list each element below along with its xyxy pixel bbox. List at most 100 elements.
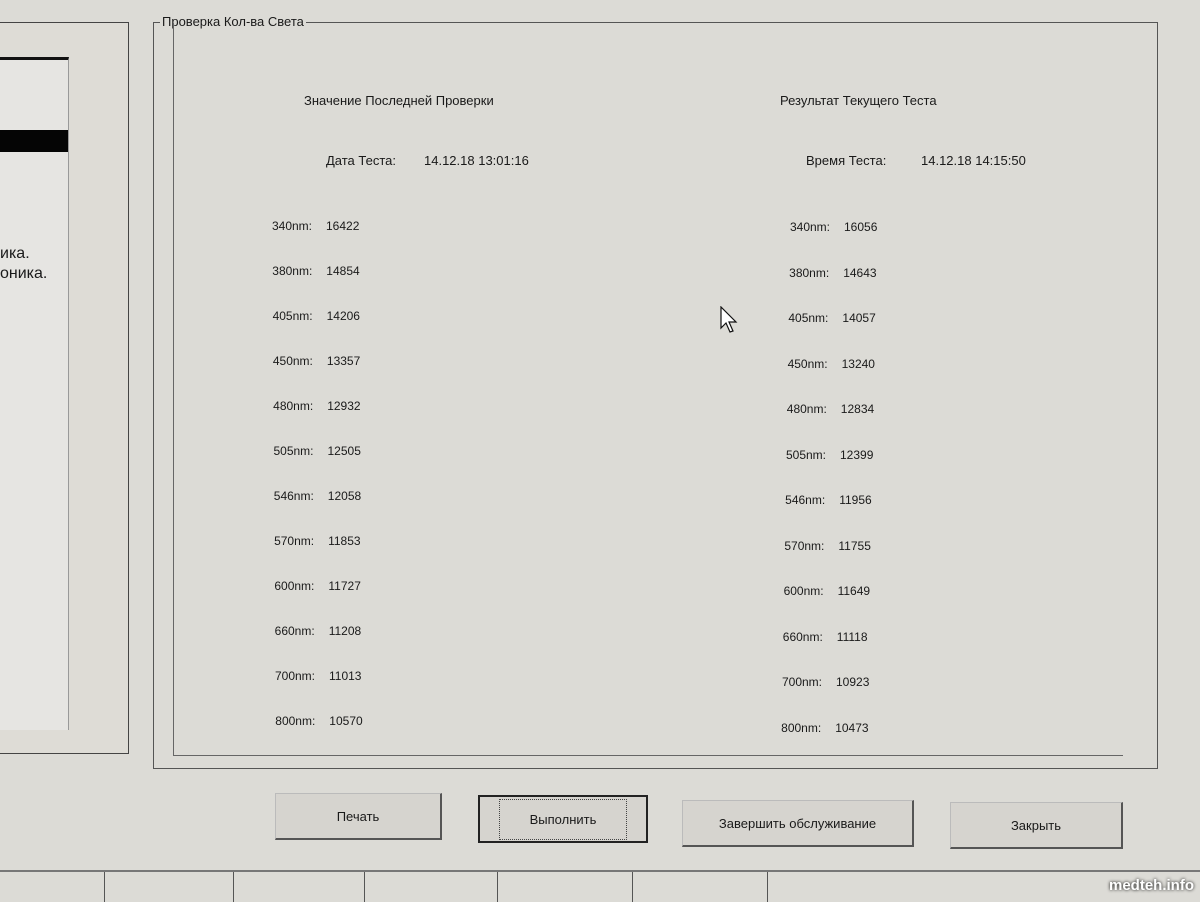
bottom-tab[interactable] bbox=[365, 872, 498, 902]
wavelength-label: 480nm: bbox=[786, 402, 827, 416]
intensity-value: 12399 bbox=[840, 447, 874, 462]
wavelength-row: 380nm: 14854 bbox=[250, 264, 359, 278]
wavelength-row: 660nm: 11118 bbox=[761, 630, 868, 644]
intensity-value: 12834 bbox=[840, 402, 875, 416]
mouse-cursor-icon bbox=[720, 306, 738, 333]
test-time-label: Время Теста: bbox=[806, 153, 887, 168]
run-button-label: Выполнить bbox=[498, 798, 628, 840]
intensity-value: 14057 bbox=[842, 311, 876, 325]
wavelength-row: 570nm: 11755 bbox=[762, 538, 871, 553]
wavelength-label: 480nm: bbox=[273, 399, 314, 413]
selected-list-item[interactable] bbox=[0, 130, 68, 152]
bottom-tab[interactable] bbox=[633, 872, 768, 902]
last-check-heading: Значение Последней Проверки bbox=[304, 93, 494, 108]
wavelength-label: 380nm: bbox=[789, 265, 830, 280]
wavelength-row: 450nm: 13357 bbox=[251, 354, 360, 368]
group-inner-frame bbox=[173, 23, 1123, 756]
wavelength-label: 450nm: bbox=[787, 356, 828, 371]
wavelength-row: 405nm: 14206 bbox=[251, 309, 360, 323]
intensity-value: 14643 bbox=[843, 265, 877, 280]
bottom-tab-bar bbox=[0, 870, 1200, 902]
intensity-value: 13240 bbox=[841, 356, 875, 371]
close-button-label: Закрыть bbox=[1010, 817, 1062, 833]
intensity-value: 16056 bbox=[844, 220, 878, 234]
intensity-value: 13357 bbox=[326, 354, 361, 368]
light-check-group: Проверка Кол-ва Света bbox=[153, 14, 1158, 769]
left-text-line: ика. bbox=[0, 245, 30, 262]
wavelength-label: 700nm: bbox=[274, 669, 315, 683]
wavelength-label: 570nm: bbox=[784, 538, 825, 553]
wavelength-label: 340nm: bbox=[789, 220, 830, 234]
wavelength-label: 546nm: bbox=[273, 489, 314, 503]
intensity-value: 11727 bbox=[328, 579, 361, 593]
finish-service-button[interactable]: Завершить обслуживание bbox=[682, 800, 914, 847]
wavelength-label: 380nm: bbox=[272, 264, 313, 278]
wavelength-row: 450nm: 13240 bbox=[766, 357, 875, 371]
wavelength-row: 505nm: 12505 bbox=[252, 444, 361, 458]
wavelength-label: 450nm: bbox=[272, 354, 313, 368]
bottom-tab[interactable] bbox=[105, 872, 234, 902]
wavelength-row: 700nm: 11013 bbox=[253, 669, 362, 683]
wavelength-label: 660nm: bbox=[274, 624, 315, 638]
intensity-value: 14854 bbox=[326, 264, 360, 278]
wavelength-label: 505nm: bbox=[273, 444, 314, 458]
left-list[interactable] bbox=[0, 57, 69, 730]
finish-service-button-label: Завершить обслуживание bbox=[718, 815, 877, 831]
wavelength-row: 800nm: 10473 bbox=[759, 721, 868, 735]
test-date-label: Дата Теста: bbox=[326, 153, 396, 168]
watermark: medteh.info bbox=[1109, 877, 1194, 894]
wavelength-row: 405nm: 14057 bbox=[766, 311, 875, 325]
bottom-tab[interactable] bbox=[0, 872, 105, 902]
wavelength-label: 660nm: bbox=[782, 629, 823, 644]
intensity-value: 11208 bbox=[328, 624, 362, 638]
left-text-line: оника. bbox=[0, 265, 48, 282]
intensity-value: 12505 bbox=[327, 444, 361, 458]
wavelength-row: 546nm: 11956 bbox=[763, 493, 872, 507]
wavelength-label: 570nm: bbox=[274, 534, 315, 548]
left-panel: ика. оника. bbox=[0, 22, 129, 754]
wavelength-row: 480nm: 12932 bbox=[251, 399, 360, 413]
wavelength-row: 480nm: 12834 bbox=[765, 402, 874, 416]
intensity-value: 11649 bbox=[837, 584, 871, 598]
intensity-value: 14206 bbox=[326, 309, 360, 323]
test-date-value: 14.12.18 13:01:16 bbox=[424, 153, 529, 168]
wavelength-label: 405nm: bbox=[788, 311, 829, 325]
current-test-heading: Результат Текущего Теста bbox=[780, 93, 937, 108]
wavelength-label: 505nm: bbox=[785, 447, 826, 462]
wavelength-label: 600nm: bbox=[274, 579, 315, 593]
intensity-value: 12058 bbox=[327, 489, 362, 503]
wavelength-row: 700nm: 10923 bbox=[760, 675, 869, 689]
wavelength-row: 800nm: 10570 bbox=[253, 714, 362, 728]
bottom-tab[interactable] bbox=[498, 872, 633, 902]
wavelength-row: 546nm: 12058 bbox=[252, 489, 361, 503]
intensity-value: 11956 bbox=[839, 493, 872, 507]
print-button[interactable]: Печать bbox=[275, 793, 442, 840]
intensity-value: 10570 bbox=[329, 714, 363, 728]
intensity-value: 12932 bbox=[327, 399, 361, 413]
intensity-value: 11013 bbox=[329, 669, 362, 683]
wavelength-row: 570nm: 11853 bbox=[252, 534, 361, 548]
wavelength-label: 405nm: bbox=[272, 309, 313, 323]
wavelength-row: 340nm: 16056 bbox=[768, 220, 877, 234]
run-button[interactable]: Выполнить bbox=[478, 795, 648, 843]
wavelength-label: 546nm: bbox=[785, 493, 826, 507]
wavelength-row: 600nm: 11649 bbox=[762, 584, 871, 598]
print-button-label: Печать bbox=[336, 808, 380, 824]
intensity-value: 11755 bbox=[838, 538, 871, 553]
intensity-value: 10473 bbox=[835, 720, 869, 735]
wavelength-row: 600nm: 11727 bbox=[252, 579, 361, 593]
intensity-value: 16422 bbox=[326, 219, 360, 233]
wavelength-label: 700nm: bbox=[781, 675, 822, 689]
intensity-value: 11853 bbox=[328, 534, 361, 548]
wavelength-row: 660nm: 11208 bbox=[253, 624, 362, 638]
bottom-tab[interactable] bbox=[234, 872, 365, 902]
group-title: Проверка Кол-ва Света bbox=[160, 14, 306, 29]
wavelength-row: 340nm: 16422 bbox=[250, 219, 359, 233]
intensity-value: 10923 bbox=[836, 675, 870, 689]
intensity-value: 11118 bbox=[836, 629, 868, 644]
wavelength-row: 505nm: 12399 bbox=[764, 448, 873, 462]
test-time-value: 14.12.18 14:15:50 bbox=[921, 153, 1026, 168]
wavelength-label: 800nm: bbox=[781, 720, 822, 735]
wavelength-label: 800nm: bbox=[275, 714, 316, 728]
close-button[interactable]: Закрыть bbox=[950, 802, 1123, 849]
